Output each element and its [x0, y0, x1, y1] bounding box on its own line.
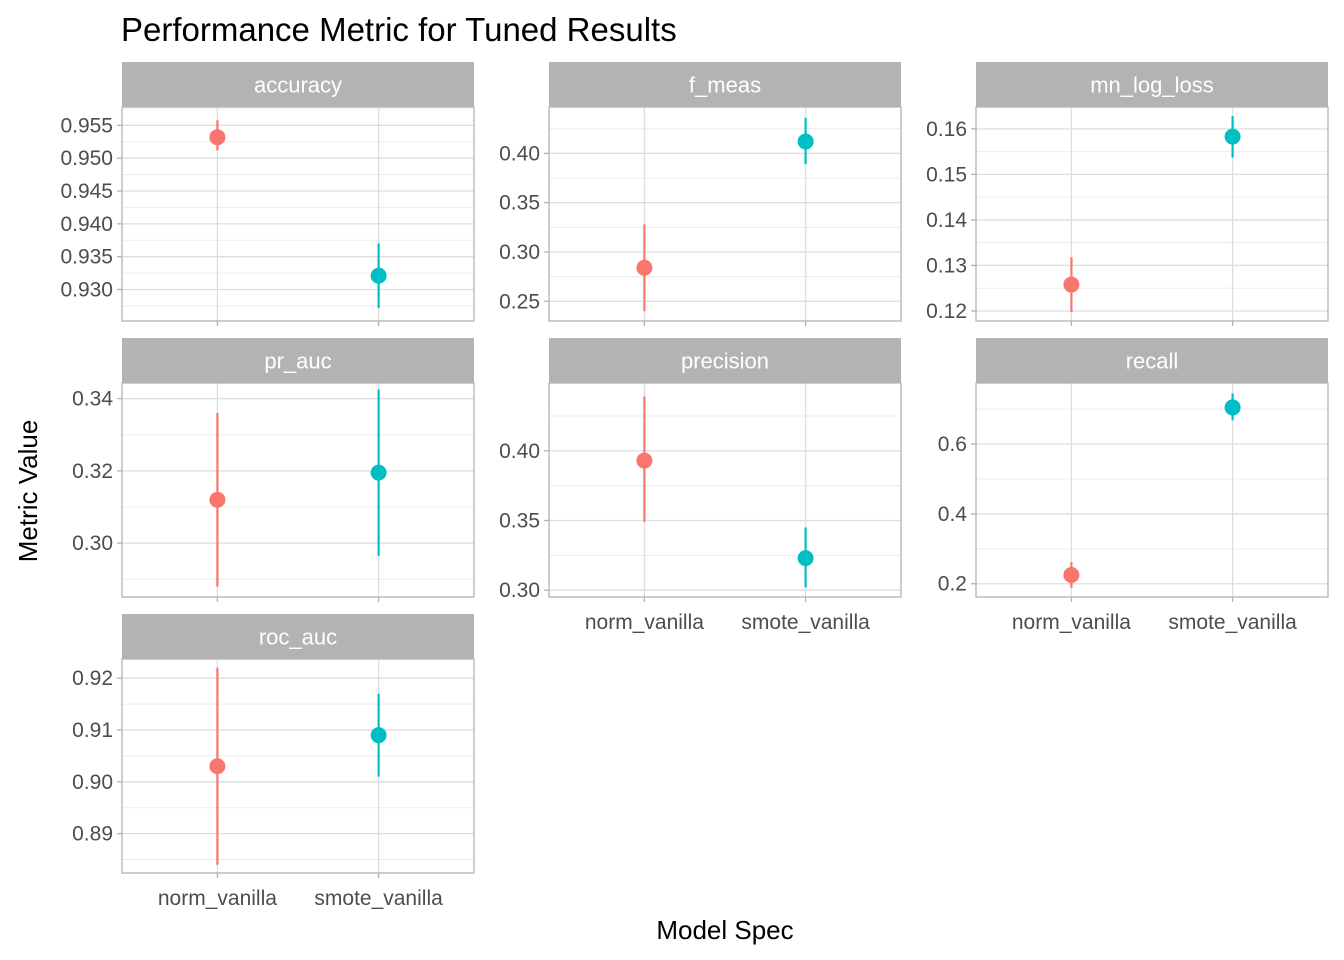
y-tick-label: 0.935 [60, 246, 113, 269]
y-tick-label: 0.2 [938, 573, 967, 596]
panel-background [549, 383, 901, 597]
panel-border [121, 382, 475, 598]
point-norm_vanilla [209, 491, 226, 508]
facets-layer: accuracy 0.955 0.950 0.945 0.940 0.935 0.930 f_… [60, 62, 1329, 910]
y-tick-label: 0.34 [72, 388, 113, 411]
facet-strip-label: f_meas [689, 73, 761, 98]
y-tick-label: 0.4 [938, 503, 968, 526]
y-tick-label: 0.30 [72, 532, 113, 555]
facet-precision: precision 0.40 0.35 0.30 norm_vanilla smote_v… [499, 338, 902, 634]
y-tick-label: 0.12 [926, 300, 967, 323]
x-tick-label: norm_vanilla [585, 611, 704, 634]
point-norm_vanilla [209, 129, 226, 146]
point-smote_vanilla [1224, 399, 1241, 416]
facet-strip [122, 338, 474, 383]
panel-background [976, 107, 1328, 321]
y-tick-label: 0.35 [499, 192, 540, 215]
facet-roc_auc: roc_auc 0.92 0.91 0.90 0.89 norm_vanilla smote… [72, 614, 475, 910]
point-smote_vanilla [370, 464, 387, 481]
y-tick-label: 0.945 [60, 180, 113, 203]
facet-strip-label: pr_auc [264, 349, 331, 374]
point-norm_vanilla [209, 758, 226, 775]
point-smote_vanilla [1224, 128, 1241, 145]
facet-strip-label: precision [681, 349, 769, 374]
y-tick-label: 0.15 [926, 163, 967, 186]
point-smote_vanilla [370, 727, 387, 744]
x-tick-label: smote_vanilla [314, 887, 443, 910]
y-tick-label: 0.40 [499, 440, 540, 463]
x-axis-title: Model Spec [656, 915, 793, 945]
panel-border [121, 106, 475, 322]
y-tick-label: 0.930 [60, 278, 113, 301]
panel-border [975, 382, 1329, 598]
y-tick-label: 0.6 [938, 433, 967, 456]
panel-border [121, 658, 475, 874]
y-tick-label: 0.30 [499, 579, 540, 602]
chart-title: Performance Metric for Tuned Results [121, 11, 677, 48]
facet-pr_auc: pr_auc 0.34 0.32 0.30 [72, 338, 475, 602]
x-tick-label: smote_vanilla [741, 611, 870, 634]
facet-strip [976, 62, 1328, 107]
panel-background [549, 107, 901, 321]
facet-accuracy: accuracy 0.955 0.950 0.945 0.940 0.935 0.930 [60, 62, 475, 326]
x-tick-label: smote_vanilla [1168, 611, 1297, 634]
facet-mn_log_loss: mn_log_loss 0.16 0.15 0.14 0.13 0.12 [926, 62, 1329, 326]
y-tick-label: 0.13 [926, 254, 967, 277]
panel-border [548, 106, 902, 322]
y-tick-label: 0.89 [72, 823, 113, 846]
y-tick-label: 0.940 [60, 213, 113, 236]
y-tick-label: 0.92 [72, 667, 113, 690]
y-tick-label: 0.25 [499, 290, 540, 313]
y-axis-title: Metric Value [13, 420, 43, 563]
point-norm_vanilla [1063, 567, 1080, 584]
facet-strip [976, 338, 1328, 383]
y-tick-label: 0.955 [60, 114, 113, 137]
facet-strip [549, 338, 901, 383]
y-tick-label: 0.30 [499, 241, 540, 264]
panel-background [122, 107, 474, 321]
y-tick-label: 0.40 [499, 142, 540, 165]
facet-recall: recall 0.6 0.4 0.2 norm_vanilla smote_vanilla [938, 338, 1329, 634]
point-norm_vanilla [636, 452, 653, 469]
point-smote_vanilla [797, 133, 814, 150]
y-tick-label: 0.14 [926, 209, 967, 232]
y-tick-label: 0.16 [926, 118, 967, 141]
facet-strip-label: roc_auc [259, 625, 337, 650]
panel-border [975, 106, 1329, 322]
facet-strip [549, 62, 901, 107]
facet-strip-label: accuracy [254, 73, 342, 98]
facet-strip [122, 614, 474, 659]
point-norm_vanilla [636, 259, 653, 276]
y-tick-label: 0.90 [72, 771, 113, 794]
point-smote_vanilla [797, 550, 814, 567]
panel-background [122, 659, 474, 873]
point-smote_vanilla [370, 267, 387, 284]
y-tick-label: 0.91 [72, 719, 113, 742]
panel-background [976, 383, 1328, 597]
panel-background [122, 383, 474, 597]
facet-f_meas: f_meas 0.40 0.35 0.30 0.25 [499, 62, 902, 326]
point-norm_vanilla [1063, 276, 1080, 293]
facet-strip [122, 62, 474, 107]
y-tick-label: 0.950 [60, 147, 113, 170]
facet-strip-label: recall [1126, 349, 1179, 374]
y-tick-label: 0.35 [499, 510, 540, 533]
x-tick-label: norm_vanilla [158, 887, 277, 910]
panel-border [548, 382, 902, 598]
y-tick-label: 0.32 [72, 460, 113, 483]
x-tick-label: norm_vanilla [1012, 611, 1131, 634]
facet-strip-label: mn_log_loss [1090, 73, 1214, 98]
